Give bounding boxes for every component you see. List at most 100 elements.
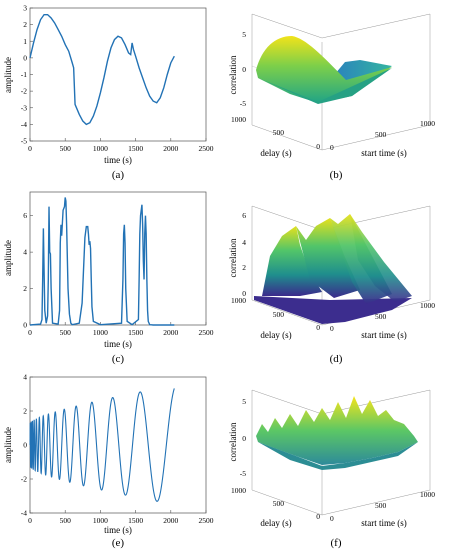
xtick-label-e-0: 0: [28, 516, 32, 525]
ztick-d-0: 6: [242, 211, 246, 220]
ytick-label-a-7: -4: [21, 120, 27, 129]
xtick-label-a-5: 2500: [199, 144, 214, 153]
ytick-label-a-8: -5: [21, 137, 27, 146]
xtick-label-a-1: 500: [60, 144, 72, 153]
xtick-f-2: 1000: [420, 490, 435, 499]
xtick-d-2: 1000: [420, 301, 435, 310]
xlabel-c: time (s): [104, 339, 132, 349]
panel-d: 6 4 2 0 1000 500 0 0 500 1000 correlatio…: [228, 205, 435, 365]
xtick-label-e-1: 500: [60, 516, 72, 525]
ylabel-f: delay (s): [260, 518, 291, 528]
panel-a: 3 2 1 0 -1 -2 -3 -4 -5 0 500 1000 1500 2000 2500 time…: [3, 4, 214, 182]
ztick-d-1: 4: [242, 238, 246, 247]
xtick-b-1: 500: [375, 130, 387, 139]
xtick-label-e-4: 2000: [163, 516, 178, 525]
ytick-label-a-6: -3: [21, 103, 27, 112]
ytick-d-2: 0: [316, 323, 320, 332]
zlabel-b: correlation: [228, 55, 238, 94]
xtick-label-a-3: 1500: [128, 144, 143, 153]
surface-d-ridge-1: [262, 226, 322, 296]
panel-f: 5 0 -5 1000 500 0 0 500 1000 correlation…: [228, 389, 435, 549]
ytick-label-c-2: 2: [23, 284, 27, 293]
surface-d-ridge-2: [296, 218, 360, 298]
ytick-label-c-0: 6: [23, 211, 27, 220]
xtick-label-c-3: 1500: [128, 328, 143, 337]
caption-e: (e): [112, 537, 125, 549]
series-line-e: [29, 388, 175, 502]
panel-c: 6 4 2 0 0 500 1000 1500 2000 2500 time (s) ampli…: [3, 191, 214, 365]
surface-f-edge: [258, 442, 418, 470]
ylabel-c: amplitude: [3, 240, 13, 276]
ytick-f-2: 0: [316, 512, 320, 521]
xlabel-a: time (s): [104, 155, 132, 165]
ztick-f-1: 0: [242, 434, 246, 443]
ytick-d-0: 1000: [231, 296, 246, 305]
ztick-b-0: 5: [242, 30, 246, 39]
xtick-label-c-4: 2000: [163, 328, 178, 337]
caption-f: (f): [331, 537, 342, 549]
ytick-b-1: 500: [273, 128, 285, 137]
xtick-f-1: 500: [375, 501, 387, 510]
series-line-a: [29, 13, 175, 126]
ytick-label-e-2: 0: [23, 441, 27, 450]
ylabel-e: amplitude: [3, 427, 13, 463]
ytick-label-a-2: 1: [23, 37, 27, 46]
ytick-label-a-5: -2: [21, 87, 27, 96]
ytick-b-2: 0: [316, 142, 320, 151]
ytick-label-a-1: 2: [23, 20, 27, 29]
zlabel-f: correlation: [228, 422, 238, 461]
ztick-d-2: 2: [242, 263, 246, 272]
ytick-label-c-1: 4: [23, 248, 27, 257]
xticks-a: 0 500 1000 1500 2000 2500: [28, 138, 214, 153]
ytick-label-e-1: 2: [23, 407, 27, 416]
xlabel-d: start time (s): [361, 330, 407, 340]
caption-b: (b): [330, 169, 343, 181]
ytick-label-a-0: 3: [23, 4, 27, 13]
xtick-label-a-4: 2000: [163, 144, 178, 153]
yticks-a: 3 2 1 0 -1 -2 -3 -4 -5: [21, 4, 33, 146]
panel-b: 5 0 -5 1000 500 0 0 500 1000 correlation…: [228, 13, 435, 181]
plot-frame-e: [29, 376, 207, 514]
ytick-b-0: 1000: [231, 115, 246, 124]
xlabel-e: time (s): [104, 525, 132, 535]
ytick-label-e-0: 4: [23, 373, 27, 382]
panel-e: 4 2 0 -2 -4 0 500 1000 1500 2000 2500 time (s) am…: [3, 373, 214, 550]
ytick-label-e-3: -2: [21, 475, 27, 484]
xtick-label-e-2: 1000: [93, 516, 108, 525]
plot-frame-c: [29, 191, 207, 326]
surface-b-base: [258, 68, 392, 104]
xtick-b-2: 1000: [420, 119, 435, 128]
xtick-label-c-2: 1000: [93, 328, 108, 337]
ztick-b-1: 0: [242, 65, 246, 74]
xticks-e: 0 500 1000 1500 2000 2500: [28, 510, 214, 525]
ztick-f-0: 5: [242, 397, 246, 406]
xtick-b-0: 0: [330, 143, 334, 152]
ytick-f-0: 1000: [231, 486, 246, 495]
ytick-f-1: 500: [273, 499, 285, 508]
xlabel-b: start time (s): [361, 148, 407, 158]
zlabel-d: correlation: [228, 238, 238, 277]
xtick-label-a-2: 1000: [93, 144, 108, 153]
xtick-label-e-3: 1500: [128, 516, 143, 525]
xtick-d-0: 0: [330, 324, 334, 333]
ztick-f-2: -5: [240, 469, 246, 478]
xtick-f-0: 0: [330, 514, 334, 523]
plot-frame-a: [29, 7, 207, 142]
surface-d-ridge-4: [350, 214, 412, 302]
ylabel-d: delay (s): [260, 330, 291, 340]
ytick-label-a-4: -1: [21, 70, 27, 79]
ytick-label-e-4: -4: [21, 509, 27, 518]
xlabel-f: start time (s): [361, 518, 407, 528]
ytick-label-c-3: 0: [23, 321, 27, 330]
yticks-c: 6 4 2 0: [23, 211, 33, 330]
ylabel-a: amplitude: [3, 57, 13, 93]
surface-f-main: [256, 396, 418, 465]
ztick-b-2: -5: [240, 99, 246, 108]
ytick-d-1: 500: [273, 310, 285, 319]
surface-d-base: [254, 296, 412, 324]
xtick-label-e-5: 2500: [199, 516, 214, 525]
xtick-d-1: 500: [375, 312, 387, 321]
ylabel-b: delay (s): [260, 148, 291, 158]
xtick-label-a-0: 0: [28, 144, 32, 153]
